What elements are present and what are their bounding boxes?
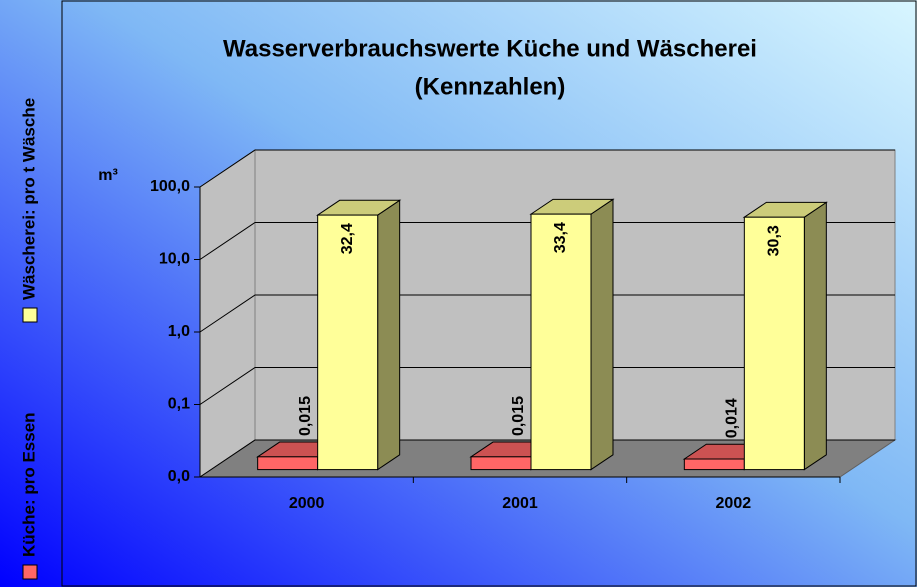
y-axis-label: m³ [98, 167, 118, 184]
plot: 0,0 0,1 1,0 10,0 100,0 2000 0,015 32,4 2001 0,015… [150, 149, 897, 512]
x-tick-label: 2001 [502, 495, 538, 512]
bar [257, 456, 319, 471]
grid-line [199, 222, 895, 260]
legend-swatch [22, 307, 38, 323]
bar [317, 214, 379, 471]
bar-side [590, 198, 614, 471]
bar [530, 213, 592, 471]
grid-line [199, 149, 895, 188]
value-label: 30,3 [766, 225, 783, 256]
y-tick-label: 100,0 [150, 178, 190, 195]
bar [743, 216, 805, 471]
value-label: 0,015 [297, 396, 314, 436]
x-tick-label: 2000 [289, 495, 325, 512]
y-tick-label: 0,0 [168, 468, 190, 485]
grid-line [199, 439, 895, 478]
value-label: 32,4 [339, 223, 356, 254]
grid-line [199, 367, 895, 405]
x-tick-label: 2002 [716, 495, 752, 512]
bar [683, 458, 745, 471]
legend-swatch [22, 564, 38, 580]
legend-label: Wäscherei: pro t Wäsche [19, 98, 38, 300]
value-label: 0,015 [510, 396, 527, 436]
legend: Küche: pro Essen Wäscherei: pro t Wäsche [19, 98, 38, 580]
grid-line [199, 294, 895, 333]
y-tick-label: 0,1 [168, 396, 190, 413]
value-label: 0,014 [724, 398, 741, 438]
value-label: 33,4 [552, 222, 569, 253]
bar-side [803, 201, 827, 471]
bar [470, 456, 532, 471]
chart-title: Wasserverbrauchswerte Küche und Wäschere… [223, 35, 757, 62]
chart-subtitle: (Kennzahlen) [415, 73, 566, 100]
bar-side [377, 199, 401, 471]
y-tick-label: 10,0 [159, 251, 190, 268]
chart-border [61, 0, 917, 587]
legend-label: Küche: pro Essen [19, 412, 38, 557]
y-tick-label: 1,0 [168, 323, 190, 340]
